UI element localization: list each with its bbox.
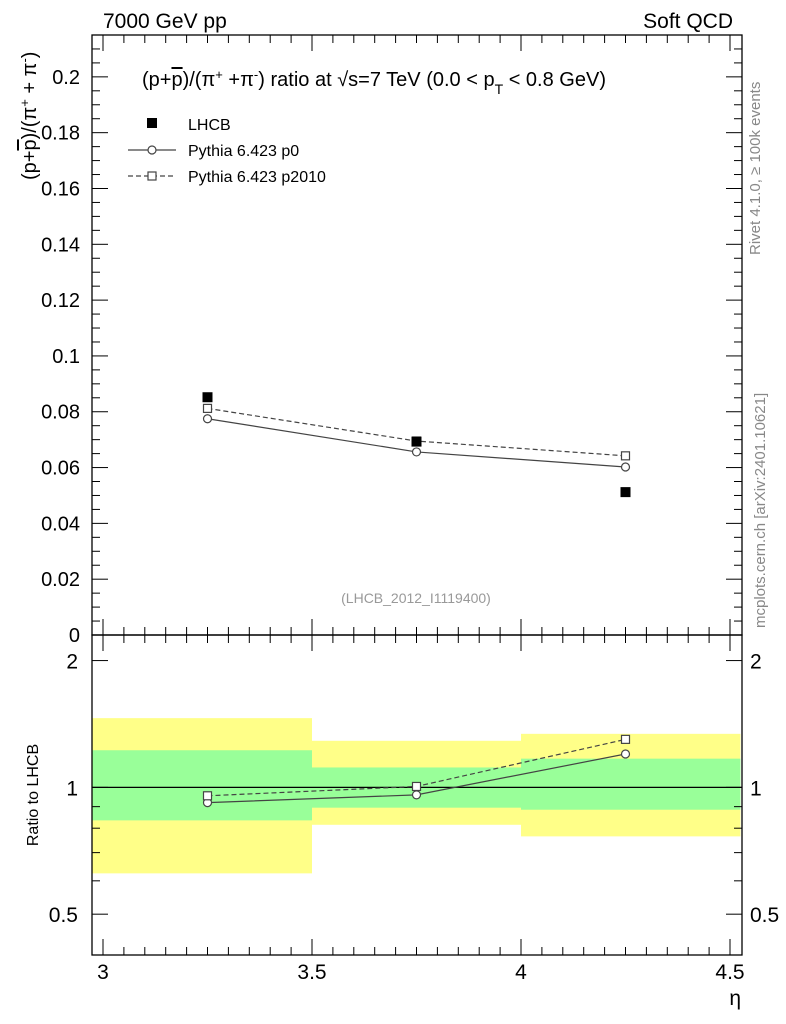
ratio-tick-labels: 0.5 0.5 1 1 2 2 3 3.5 4 4.5 xyxy=(49,651,779,984)
main-lhcb-point xyxy=(620,487,631,498)
ratio-ytick-label-right: 1 xyxy=(750,777,762,800)
ratio-xtick-label: 3.5 xyxy=(297,961,326,984)
main-pythia-p2010-point xyxy=(202,403,213,413)
ratio-axis-ticks xyxy=(92,635,742,955)
main-lhcb-point xyxy=(411,436,422,447)
ratio-band-inner xyxy=(521,758,741,810)
main-pythia-p0-point xyxy=(411,447,422,457)
ratio-ylabel: Ratio to LHCB xyxy=(25,744,42,846)
main-data-marks xyxy=(202,392,631,498)
ratio-ytick-label-right: 2 xyxy=(750,651,762,674)
main-ytick-label: 0.14 xyxy=(41,234,80,256)
legend-label-p0: Pythia 6.423 p0 xyxy=(188,143,299,160)
main-ytick-label: 0.02 xyxy=(41,569,80,591)
process-label: Soft QCD xyxy=(643,10,733,33)
main-axis-ticks xyxy=(92,34,742,636)
main-ylabel: (p+p)/(π+ + π-) xyxy=(17,52,42,180)
main-ytick-label-zero: 0 xyxy=(69,625,80,647)
mcplots-label: mcplots.cern.ch [arXiv:2401.10621] xyxy=(752,393,769,628)
main-ytick-label: 0.12 xyxy=(41,290,80,312)
legend-label-p2010: Pythia 6.423 p2010 xyxy=(188,169,326,186)
ratio-pythia-p2010-point xyxy=(202,791,213,801)
main-pythia-p0-point xyxy=(202,414,213,424)
ratio-ytick-label-left: 2 xyxy=(66,651,78,674)
ratio-pythia-p2010-point xyxy=(411,781,422,792)
ratio-pythia-p0-point xyxy=(411,790,422,800)
main-ytick-label: 0.06 xyxy=(41,458,80,480)
main-title: (p+p)/(π+ +π-) ratio at √s=7 TeV (0.0 < … xyxy=(142,67,606,98)
ratio-uncertainty-bands xyxy=(92,718,741,874)
main-ytick-label: 0.1 xyxy=(52,346,80,368)
main-lhcb-point xyxy=(202,392,213,403)
ratio-data-marks xyxy=(92,734,742,808)
main-ytick-labels: 0.02 0.04 0.06 0.08 0.1 0.12 0.14 0.16 0.18 0.2 0 xyxy=(41,67,80,647)
legend-marker-lhcb xyxy=(147,118,157,128)
main-ytick-label: 0.16 xyxy=(41,178,80,200)
main-ytick-label: 0.2 xyxy=(52,67,80,89)
legend-label-lhcb: LHCB xyxy=(188,117,231,134)
ratio-xtick-label: 3 xyxy=(97,961,109,984)
main-ytick-label: 0.18 xyxy=(41,123,80,145)
main-pythia-p0-point xyxy=(620,462,631,472)
ratio-xtick-label: 4 xyxy=(515,961,527,984)
ratio-xtick-label: 4.5 xyxy=(715,961,744,984)
legend-marker-p2010 xyxy=(147,171,157,181)
ratio-band-inner xyxy=(92,750,312,821)
main-ytick-label: 0.04 xyxy=(41,513,80,535)
ratio-pythia-p0-point xyxy=(620,749,631,759)
main-pythia-p2010-point xyxy=(620,451,631,461)
analysis-watermark: (LHCB_2012_I1119400) xyxy=(341,590,491,606)
rivet-label: Rivet 4.1.0, ≥ 100k events xyxy=(747,82,764,255)
ratio-pythia-p2010-point xyxy=(620,734,631,744)
energy-label: 7000 GeV pp xyxy=(103,10,227,33)
ratio-ytick-label-left: 0.5 xyxy=(49,904,78,927)
main-ytick-label: 0.08 xyxy=(41,402,80,424)
legend: LHCB Pythia 6.423 p0 Pythia 6.423 p2010 xyxy=(128,117,326,186)
ratio-plot-frame xyxy=(91,634,743,956)
ratio-ytick-label-left: 1 xyxy=(66,777,78,800)
x-axis-label: η xyxy=(729,987,741,1010)
legend-marker-p0 xyxy=(147,145,157,155)
ratio-ytick-label-right: 0.5 xyxy=(750,904,779,927)
